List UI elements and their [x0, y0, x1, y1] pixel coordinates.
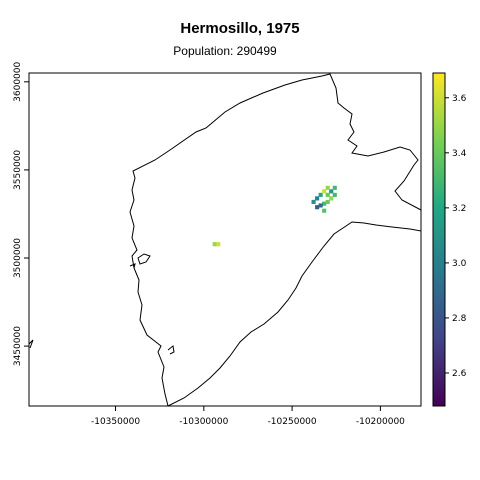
raster-cell	[325, 199, 330, 204]
coast-detail	[167, 345, 175, 355]
map-title: Hermosillo, 1975	[180, 20, 300, 37]
raster-cell	[318, 203, 323, 208]
legend-tick-label: 3.4	[452, 149, 467, 159]
y-tick-label: 3450000	[13, 326, 23, 366]
raster-cell	[318, 192, 323, 197]
raster-cell	[212, 242, 217, 247]
raster-cell	[322, 189, 327, 194]
raster-cell	[322, 208, 327, 213]
raster-cell	[325, 185, 330, 190]
y-tick-label: 3600000	[13, 61, 23, 101]
map-subtitle: Population: 290499	[173, 44, 277, 58]
legend-tick-label: 3.6	[452, 94, 467, 104]
legend-tick-label: 3.0	[452, 259, 467, 269]
raster-cell	[325, 192, 330, 197]
y-tick-label: 3500000	[13, 238, 23, 278]
raster-layer	[212, 185, 337, 247]
raster-cell	[329, 196, 334, 201]
colorbar-ramp	[432, 72, 446, 407]
legend-tick-label: 2.8	[452, 314, 467, 324]
x-tick-label: -10300000	[179, 417, 228, 427]
raster-cell	[332, 185, 337, 190]
y-tick-label: 3550000	[13, 150, 23, 190]
x-tick-label: -10200000	[356, 417, 405, 427]
coast-detail	[137, 253, 151, 265]
raster-cell	[216, 242, 221, 247]
x-tick-label: -10350000	[91, 417, 140, 427]
legend-tick-label: 3.2	[452, 204, 466, 214]
coast-detail	[129, 263, 136, 269]
raster-cell	[322, 201, 327, 206]
raster-cell	[311, 199, 316, 204]
x-tick-label: -10250000	[268, 417, 317, 427]
raster-cell	[332, 192, 337, 197]
x-axis: -10350000 -10300000 -10250000 -10200000	[91, 406, 405, 427]
plot-frame	[28, 72, 422, 407]
municipality-boundary	[129, 73, 421, 406]
raster-cell	[315, 205, 320, 210]
raster-cell	[329, 189, 334, 194]
legend-tick-label: 2.6	[452, 369, 467, 379]
raster-cell	[315, 196, 320, 201]
coast-detail	[29, 339, 34, 349]
colorbar-legend: 2.6 2.8 3.0 3.2 3.4 3.6	[432, 72, 467, 407]
y-axis: 3450000 3500000 3550000 3600000	[13, 61, 29, 366]
